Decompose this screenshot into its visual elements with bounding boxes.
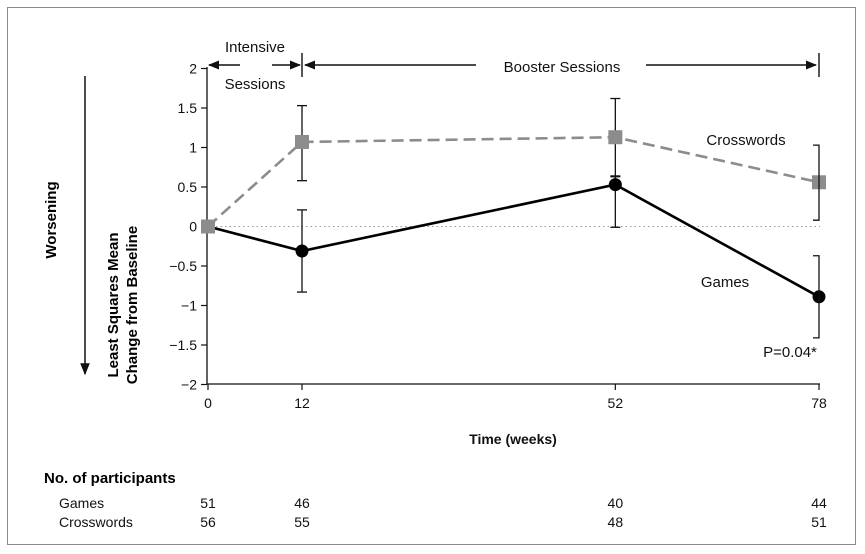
x-tick-label: 78 <box>811 395 827 411</box>
y-tick-label: 2 <box>189 61 197 77</box>
participants-title: No. of participants <box>44 470 176 487</box>
data-point-crosswords <box>295 134 309 149</box>
participants-row-label: Crosswords <box>59 514 133 530</box>
participants-count: 48 <box>608 514 624 530</box>
x-tick-label: 12 <box>294 395 310 411</box>
participants-count: 51 <box>811 514 827 530</box>
series-lines <box>207 135 820 298</box>
data-point-games <box>608 178 622 192</box>
y-tick-label: 0 <box>189 219 197 235</box>
intensive-label-line2: Sessions <box>225 76 286 93</box>
participants-count: 46 <box>294 495 310 511</box>
participants-count: 40 <box>608 495 624 511</box>
y-tick-label: −2 <box>181 377 197 393</box>
session-arrows <box>207 53 820 77</box>
axes: −2 −1.5 −1 −0.5 0 0.5 1 1.5 2 0 12 52 78 <box>169 61 827 412</box>
data-markers <box>201 130 826 304</box>
worsening-label: Worsening <box>43 181 60 258</box>
x-tick-label: 0 <box>204 395 212 411</box>
y-axis-label-line1: Least Squares Mean <box>105 232 122 377</box>
x-axis-label: Time (weeks) <box>469 431 557 447</box>
participants-row-label: Games <box>59 495 104 511</box>
data-point-crosswords <box>201 219 215 234</box>
endpoint-bracket <box>813 255 820 339</box>
data-point-games <box>295 244 309 258</box>
p-value-label: P=0.04* <box>763 344 817 361</box>
participants-count: 56 <box>200 514 216 530</box>
figure-frame <box>7 7 856 545</box>
y-tick-label: −1.5 <box>169 337 197 353</box>
participants-count: 55 <box>294 514 310 530</box>
series-line-crosswords <box>207 135 820 228</box>
data-point-crosswords <box>608 130 623 145</box>
series-line-games <box>207 183 820 298</box>
y-tick-label: −1 <box>181 298 197 314</box>
booster-label: Booster Sessions <box>504 59 621 76</box>
endpoint-bracket <box>813 144 820 221</box>
participants-count: 44 <box>811 495 827 511</box>
y-axis-label-line2: Change from Baseline <box>124 226 141 384</box>
series-label-games: Games <box>701 274 749 291</box>
participants-table: Games 51 46 40 44 Crosswords 56 55 48 51 <box>59 495 827 530</box>
x-tick-label: 52 <box>608 395 624 411</box>
y-tick-label: −0.5 <box>169 258 197 274</box>
intensive-label-line1: Intensive <box>225 39 285 56</box>
y-tick-label: 0.5 <box>178 179 198 195</box>
series-label-crosswords: Crosswords <box>706 132 785 149</box>
error-bars <box>297 97 621 293</box>
y-tick-label: 1.5 <box>178 100 198 116</box>
y-tick-label: 1 <box>189 140 197 156</box>
participants-count: 51 <box>200 495 216 511</box>
endpoint-brackets <box>813 144 820 339</box>
